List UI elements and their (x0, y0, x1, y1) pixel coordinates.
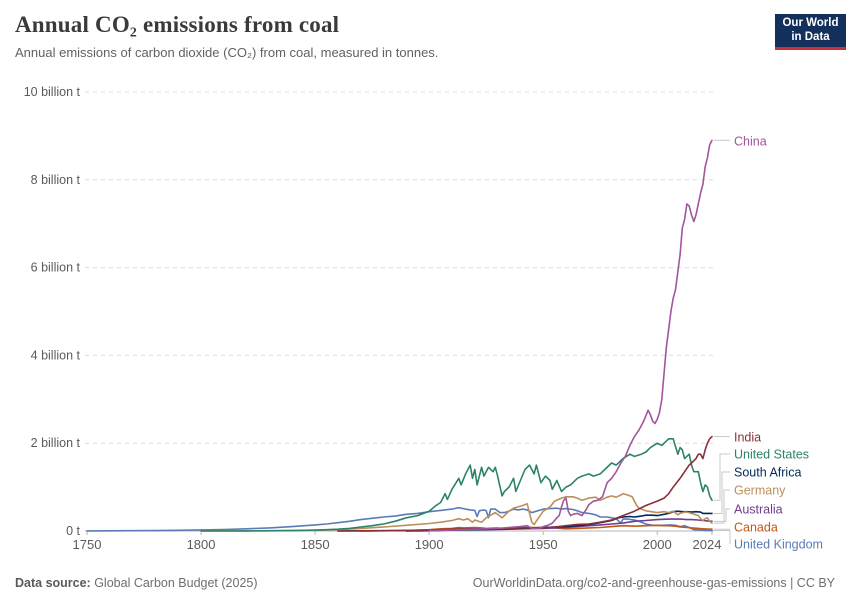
chart-header: Annual CO₂ emissions from coal Annual em… (15, 12, 755, 60)
y-axis-tick-label: 6 billion t (31, 261, 81, 275)
series-line-germany[interactable] (200, 492, 713, 532)
owid-logo-line1: Our World (782, 16, 839, 29)
legend-label-united-states[interactable]: United States (734, 448, 809, 462)
data-source: Data source: Global Carbon Budget (2025) (15, 576, 258, 590)
x-axis-tick-label: 2024 (693, 537, 722, 552)
series-line-india[interactable] (337, 435, 713, 532)
legend-connector (714, 471, 730, 514)
x-axis-tick-label: 1750 (73, 537, 102, 552)
chart-title: Annual CO₂ emissions from coal (15, 12, 340, 37)
x-axis-tick-label: 1800 (187, 537, 216, 552)
owid-logo-line2: in Data (791, 30, 830, 43)
x-axis-tick-label: 1950 (529, 537, 558, 552)
y-axis-tick-label: 10 billion t (24, 85, 81, 99)
x-axis-tick-label: 2000 (643, 537, 672, 552)
legend-connector (714, 489, 730, 524)
legend-label-south-africa[interactable]: South Africa (734, 466, 801, 480)
chart-footer: Data source: Global Carbon Budget (2025)… (15, 576, 835, 590)
data-source-label: Data source: (15, 576, 91, 590)
x-axis-tick-label: 1900 (415, 537, 444, 552)
data-source-text: Global Carbon Budget (2025) (90, 576, 258, 590)
y-axis-tick-label: 2 billion t (31, 436, 81, 450)
legend-connector (714, 453, 730, 501)
chart-subtitle: Annual emissions of carbon dioxide (CO₂)… (15, 45, 439, 60)
y-axis-tick-label: 4 billion t (31, 348, 81, 362)
legend-label-china[interactable]: China (734, 135, 767, 149)
legend-label-united-kingdom[interactable]: United Kingdom (734, 538, 823, 552)
legend-label-canada[interactable]: Canada (734, 521, 778, 535)
legend-label-australia[interactable]: Australia (734, 503, 783, 517)
footer-link[interactable]: OurWorldinData.org/co2-and-greenhouse-ga… (472, 576, 835, 590)
owid-logo[interactable]: Our World in Data (775, 14, 846, 50)
series-line-united-states[interactable] (200, 438, 713, 532)
y-axis-tick-label: 0 t (66, 524, 80, 538)
legend-label-germany[interactable]: Germany (734, 484, 786, 498)
series-line-canada[interactable] (359, 524, 713, 532)
legend-label-india[interactable]: India (734, 431, 761, 445)
series-line-china[interactable] (428, 139, 713, 532)
legend-connector (714, 530, 731, 544)
x-axis-tick-label: 1850 (301, 537, 330, 552)
legend-connector (714, 508, 730, 522)
y-axis-tick-label: 8 billion t (31, 173, 81, 187)
